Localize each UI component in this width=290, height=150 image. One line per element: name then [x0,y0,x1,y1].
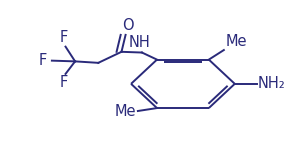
Text: Me: Me [115,103,137,118]
Text: F: F [60,30,68,45]
Text: Me: Me [225,34,247,49]
Text: O: O [122,18,134,33]
Text: NH: NH [129,35,151,50]
Text: F: F [60,75,68,90]
Text: F: F [39,53,47,68]
Text: NH₂: NH₂ [258,76,286,91]
